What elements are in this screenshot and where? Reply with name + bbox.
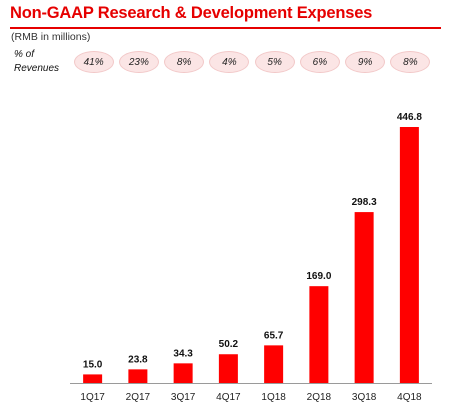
value-label-3q18: 298.3: [352, 197, 377, 208]
bar-4q17: [218, 354, 238, 383]
bar-2q17: [128, 369, 148, 383]
value-label-1q18: 65.7: [264, 330, 284, 341]
percent-of-revenues-label: % of Revenues: [14, 49, 60, 74]
percent-of-revenues-1q17: 41%: [73, 51, 114, 73]
category-label-4q18: 4Q18: [397, 392, 422, 403]
category-label-3q17: 3Q17: [171, 392, 196, 403]
chart-title: Non-GAAP Research & Development Expenses: [10, 4, 373, 22]
category-label-2q18: 2Q18: [307, 392, 332, 403]
percent-of-revenues-4q18: 8%: [390, 51, 431, 73]
category-label-4q17: 4Q17: [216, 392, 241, 403]
bar-2q18: [309, 286, 329, 383]
value-label-4q17: 50.2: [219, 339, 239, 350]
bar-3q18: [354, 212, 374, 383]
title-underline: [10, 27, 441, 29]
percent-of-revenues-4q17: 4%: [209, 51, 250, 73]
category-label-3q18: 3Q18: [352, 392, 377, 403]
percent-of-revenues-1q18: 5%: [254, 51, 295, 73]
bar-3q17: [173, 363, 193, 383]
category-label-1q18: 1Q18: [261, 392, 286, 403]
bar-4q18: [399, 127, 419, 383]
bar-1q17: [83, 374, 103, 383]
chart-subtitle: (RMB in millions): [11, 31, 91, 43]
percent-of-revenues-2q18: 6%: [299, 51, 340, 73]
category-label-2q17: 2Q17: [126, 392, 151, 403]
category-label-1q17: 1Q17: [80, 392, 105, 403]
value-label-3q17: 34.3: [173, 348, 193, 359]
percent-of-revenues-3q18: 9%: [345, 51, 386, 73]
value-label-2q18: 169.0: [306, 271, 331, 282]
value-label-1q17: 15.0: [83, 359, 103, 370]
bar-1q18: [264, 345, 284, 383]
value-label-4q18: 446.8: [397, 112, 422, 123]
percent-of-revenues-3q17: 8%: [164, 51, 205, 73]
value-label-2q17: 23.8: [128, 354, 148, 365]
percent-of-revenues-2q17: 23%: [118, 51, 159, 73]
